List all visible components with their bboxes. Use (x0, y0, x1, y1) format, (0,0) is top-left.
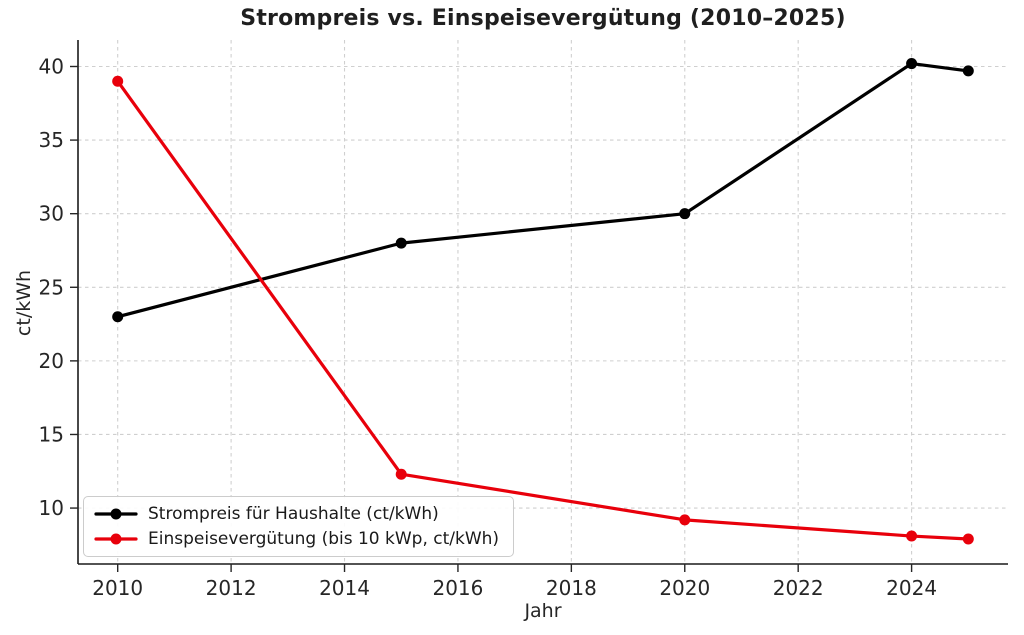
legend: Strompreis für Haushalte (ct/kWh) Einspe… (83, 496, 515, 557)
legend-label: Strompreis für Haushalte (ct/kWh) (148, 504, 439, 524)
data-point (962, 533, 974, 545)
data-point (395, 468, 407, 480)
y-axis-label: ct/kWh (13, 269, 35, 337)
data-point (112, 311, 124, 323)
y-tick-label: 15 (39, 422, 64, 446)
legend-label: Einspeisevergütung (bis 10 kWp, ct/kWh) (148, 529, 500, 549)
data-point (112, 75, 124, 87)
x-tick-label: 2024 (886, 576, 937, 600)
data-point (679, 208, 691, 220)
y-tick-label: 35 (39, 128, 64, 152)
legend-line-black-icon (94, 508, 138, 520)
data-point (395, 237, 407, 249)
series-line-1 (116, 79, 970, 541)
x-tick-label: 2016 (432, 576, 483, 600)
chart-title: Strompreis vs. Einspeisevergütung (2010–… (240, 6, 846, 31)
data-point (906, 58, 918, 70)
data-point (962, 65, 974, 77)
x-axis-label: Jahr (524, 600, 562, 622)
x-tick-label: 2020 (659, 576, 710, 600)
y-tick-label: 40 (39, 54, 64, 78)
x-tick-label: 2018 (546, 576, 597, 600)
data-point (906, 530, 918, 542)
legend-item-einspeiseverguetung: Einspeisevergütung (bis 10 kWp, ct/kWh) (94, 529, 499, 549)
y-tick-label: 10 (39, 496, 64, 520)
legend-item-strompreis: Strompreis für Haushalte (ct/kWh) (94, 504, 499, 524)
x-tick-label: 2012 (206, 576, 257, 600)
x-tick-label: 2014 (319, 576, 370, 600)
y-tick-label: 30 (39, 202, 64, 226)
series-line-0 (116, 61, 970, 319)
x-tick-label: 2010 (92, 576, 143, 600)
data-point (679, 514, 691, 526)
y-tick-label: 20 (39, 349, 64, 373)
legend-line-red-icon (94, 533, 138, 545)
x-tick-label: 2022 (773, 576, 824, 600)
y-tick-label: 25 (39, 275, 64, 299)
